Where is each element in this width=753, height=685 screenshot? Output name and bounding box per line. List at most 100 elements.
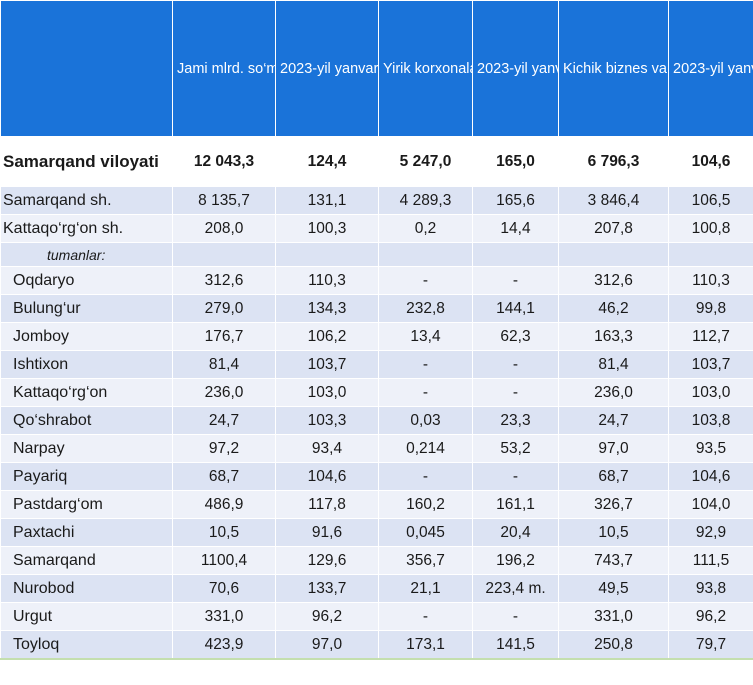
cell-value: 208,0 (172, 214, 276, 243)
cell-value: 97,0 (275, 630, 379, 660)
header-row: Jami mlrd. so‘m 2023-yil yanvar-iyul oyl… (0, 0, 753, 137)
cell-value: 331,0 (558, 602, 669, 631)
cell-value: 279,0 (172, 294, 276, 323)
cell-value: 12 043,3 (172, 136, 276, 187)
cell-value: 0,2 (378, 214, 473, 243)
cell-value: 103,0 (275, 378, 379, 407)
row-label: Ishtixon (0, 350, 173, 379)
header-cell-total-pct: 2023-yil yanvar-iyul oylariga nisbatan, … (275, 0, 379, 137)
cell-value: 134,3 (275, 294, 379, 323)
cell-value: 165,6 (472, 186, 559, 215)
cell-empty (558, 242, 669, 267)
header-cell-blank (0, 0, 173, 137)
cell-value: 4 289,3 (378, 186, 473, 215)
table-row: Qo‘shrabot 24,7 103,3 0,03 23,3 24,7 103… (0, 406, 753, 435)
row-label: Urgut (0, 602, 173, 631)
cell-value: 21,1 (378, 574, 473, 603)
cell-value: - (378, 378, 473, 407)
row-label: Jomboy (0, 322, 173, 351)
cell-value: 70,6 (172, 574, 276, 603)
cell-value: 196,2 (472, 546, 559, 575)
cell-value: 131,1 (275, 186, 379, 215)
cell-value: 96,2 (275, 602, 379, 631)
row-label: Pastdarg‘om (0, 490, 173, 519)
cell-value: 250,8 (558, 630, 669, 660)
header-cell-large-pct: 2023-yil yanvar-iyul oylariga nisbatan, … (472, 0, 559, 137)
cell-value: 91,6 (275, 518, 379, 547)
row-label: Payariq (0, 462, 173, 491)
cell-value: 99,8 (668, 294, 753, 323)
cell-value: 104,6 (668, 136, 753, 187)
cell-value: 93,5 (668, 434, 753, 463)
cell-value: 110,3 (668, 266, 753, 295)
row-label: Bulung‘ur (0, 294, 173, 323)
cell-value: 8 135,7 (172, 186, 276, 215)
header-cell-large-enterprises: Yirik korxonalar mlrd. so‘m (378, 0, 473, 137)
table-row: Narpay 97,2 93,4 0,214 53,2 97,0 93,5 (0, 434, 753, 463)
cell-value: 3 846,4 (558, 186, 669, 215)
cell-value: 103,8 (668, 406, 753, 435)
cell-value: 103,0 (668, 378, 753, 407)
cell-value: 326,7 (558, 490, 669, 519)
cell-value: 236,0 (558, 378, 669, 407)
cell-value: 5 247,0 (378, 136, 473, 187)
table-row: Ishtixon 81,4 103,7 - - 81,4 103,7 (0, 350, 753, 379)
table-row: Samarqand 1100,4 129,6 356,7 196,2 743,7… (0, 546, 753, 575)
cell-value: 103,7 (668, 350, 753, 379)
cell-value: 81,4 (172, 350, 276, 379)
cell-value: 144,1 (472, 294, 559, 323)
cell-value: 0,045 (378, 518, 473, 547)
row-label: Narpay (0, 434, 173, 463)
cell-value: 68,7 (558, 462, 669, 491)
statistics-table: Jami mlrd. so‘m 2023-yil yanvar-iyul oyl… (0, 0, 753, 660)
cell-value: 10,5 (172, 518, 276, 547)
cell-value: 53,2 (472, 434, 559, 463)
table-row-region: Samarqand viloyati 12 043,3 124,4 5 247,… (0, 136, 753, 187)
cell-value: 92,9 (668, 518, 753, 547)
cell-value: 312,6 (172, 266, 276, 295)
cell-value: 46,2 (558, 294, 669, 323)
cell-value: 6 796,3 (558, 136, 669, 187)
row-label: Samarqand viloyati (0, 136, 173, 187)
cell-value: 97,2 (172, 434, 276, 463)
cell-value: 0,214 (378, 434, 473, 463)
cell-value: 93,8 (668, 574, 753, 603)
cell-empty (378, 242, 473, 267)
header-cell-small-business: Kichik biznes va mikrofirma-lar, mlrd. s… (558, 0, 669, 137)
cell-value: - (472, 266, 559, 295)
table-row: Oqdaryo 312,6 110,3 - - 312,6 110,3 (0, 266, 753, 295)
cell-value: 223,4 m. (472, 574, 559, 603)
cell-value: 93,4 (275, 434, 379, 463)
table-body: Samarqand viloyati 12 043,3 124,4 5 247,… (0, 136, 753, 660)
cell-value: - (472, 378, 559, 407)
cell-value: 24,7 (172, 406, 276, 435)
cell-value: - (378, 266, 473, 295)
cell-value: 20,4 (472, 518, 559, 547)
table-row: Nurobod 70,6 133,7 21,1 223,4 m. 49,5 93… (0, 574, 753, 603)
table-row: Urgut 331,0 96,2 - - 331,0 96,2 (0, 602, 753, 631)
cell-value: 423,9 (172, 630, 276, 660)
row-label: Qo‘shrabot (0, 406, 173, 435)
cell-value: 112,7 (668, 322, 753, 351)
cell-value: 24,7 (558, 406, 669, 435)
cell-value: - (378, 602, 473, 631)
table-row: Kattaqo‘rg‘on 236,0 103,0 - - 236,0 103,… (0, 378, 753, 407)
cell-value: 100,3 (275, 214, 379, 243)
row-label: Samarqand (0, 546, 173, 575)
cell-value: 81,4 (558, 350, 669, 379)
cell-value: 743,7 (558, 546, 669, 575)
cell-value: 141,5 (472, 630, 559, 660)
cell-value: 104,6 (275, 462, 379, 491)
cell-value: 106,5 (668, 186, 753, 215)
cell-value: 100,8 (668, 214, 753, 243)
cell-value: 104,6 (668, 462, 753, 491)
row-label: Kattaqo‘rg‘on sh. (0, 214, 173, 243)
row-label: Paxtachi (0, 518, 173, 547)
table-row: Payariq 68,7 104,6 - - 68,7 104,6 (0, 462, 753, 491)
cell-value: 486,9 (172, 490, 276, 519)
cell-value: 14,4 (472, 214, 559, 243)
row-label: Samarqand sh. (0, 186, 173, 215)
cell-empty (275, 242, 379, 267)
cell-value: 103,3 (275, 406, 379, 435)
cell-empty (472, 242, 559, 267)
